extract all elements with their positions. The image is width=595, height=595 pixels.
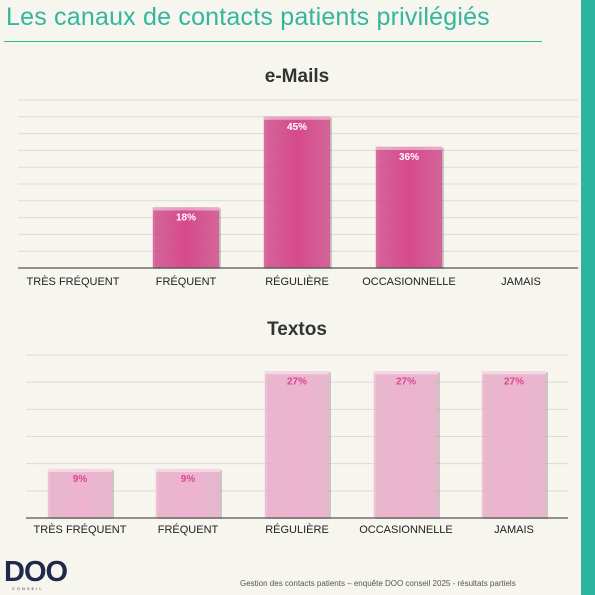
textos-category-label: TRÈS FRÉQUENT xyxy=(34,523,127,536)
emails-bar-value-label: 45% xyxy=(287,122,307,133)
textos-bar xyxy=(264,371,330,519)
textos-bar xyxy=(47,468,113,519)
logo-wordmark: DOO xyxy=(4,556,68,588)
textos-bar xyxy=(481,371,547,519)
textos-category-label: RÉGULIÈRE xyxy=(265,523,329,536)
emails-bar-highlight xyxy=(153,207,219,211)
emails-category-label: JAMAIS xyxy=(501,276,541,288)
emails-bar-highlight xyxy=(376,147,442,151)
logo-subtitle: CONSEIL xyxy=(12,586,44,591)
textos-bar-highlight xyxy=(374,371,438,375)
emails-bar-value-label: 36% xyxy=(399,152,419,163)
emails-category-label: RÉGULIÈRE xyxy=(265,275,329,288)
emails-bar xyxy=(375,146,443,269)
textos-category-label: OCCASIONNELLE xyxy=(359,524,453,536)
textos-category-label: FRÉQUENT xyxy=(158,523,219,536)
emails-bar-value-label: 0% xyxy=(514,273,529,284)
textos-bar-value-label: 27% xyxy=(396,376,416,387)
textos-bar-value-label: 9% xyxy=(73,474,88,485)
title-underline xyxy=(4,41,542,42)
emails-chart-title: e-Mails xyxy=(265,66,329,87)
emails-category-label: OCCASIONNELLE xyxy=(362,276,456,288)
textos-chart: Textos 9% 9% 27% 27% 27% TRÈS FRÉQUENT FRÉQUENT… xyxy=(26,319,568,536)
emails-bar-value-label: 18% xyxy=(176,213,196,224)
textos-bar-value-label: 27% xyxy=(287,376,307,387)
emails-category-label: TRÈS FRÉQUENT xyxy=(27,275,120,288)
footer-note: Gestion des contacts patients – enquête … xyxy=(240,579,516,588)
textos-bar-value-label: 27% xyxy=(504,376,524,387)
textos-bar-highlight xyxy=(482,371,546,375)
textos-bar-highlight xyxy=(48,469,112,473)
emails-category-label: FRÉQUENT xyxy=(156,275,217,288)
emails-bar xyxy=(263,116,331,269)
doo-logo: DOO CONSEIL xyxy=(4,557,84,593)
textos-bar-highlight xyxy=(156,469,220,473)
textos-chart-title: Textos xyxy=(267,319,327,340)
emails-bar-value-label: 0% xyxy=(66,273,81,284)
textos-bar-value-label: 9% xyxy=(181,474,196,485)
textos-bar-highlight xyxy=(265,371,329,375)
textos-category-label: JAMAIS xyxy=(494,524,534,536)
emails-bar xyxy=(152,207,220,269)
right-accent-bar xyxy=(581,0,595,595)
page-title: Les canaux de contacts patients privilég… xyxy=(6,3,490,31)
textos-bar xyxy=(373,371,439,519)
textos-bar xyxy=(155,468,221,519)
emails-bar-highlight xyxy=(264,116,330,120)
